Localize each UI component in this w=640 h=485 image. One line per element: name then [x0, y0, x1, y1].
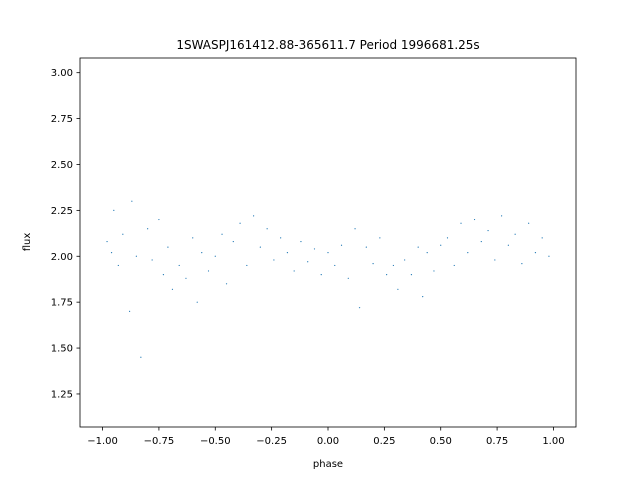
data-point	[541, 237, 543, 239]
data-point	[122, 233, 124, 235]
data-point	[214, 255, 216, 257]
data-point	[273, 259, 275, 261]
data-point	[110, 251, 113, 254]
data-point	[494, 259, 496, 261]
data-point	[358, 307, 361, 309]
x-tick-label: −0.25	[256, 436, 287, 447]
data-point	[117, 264, 119, 267]
y-tick-label: 1.75	[51, 298, 73, 309]
y-tick-label: 2.75	[51, 114, 73, 125]
data-point	[392, 264, 394, 267]
data-point	[178, 264, 180, 267]
y-axis-ticks: 1.25 1.50 1.75 2.00 2.25 2.50 2.75 3.00	[51, 68, 80, 400]
data-point	[534, 251, 537, 254]
chart-title: 1SWASPJ161412.88-365611.7 Period 1996681…	[176, 38, 479, 52]
data-point	[201, 251, 203, 254]
x-tick-label: −0.75	[144, 436, 175, 447]
y-tick-label: 1.50	[51, 344, 73, 355]
data-point	[417, 246, 419, 248]
data-point	[397, 288, 399, 290]
data-point	[232, 240, 234, 243]
x-axis-label: phase	[313, 459, 343, 470]
data-point	[131, 200, 133, 202]
data-point	[521, 263, 523, 265]
data-point	[410, 274, 413, 276]
data-point	[340, 244, 343, 246]
data-point	[487, 229, 489, 232]
data-point	[433, 270, 435, 272]
data-point	[426, 251, 428, 254]
y-tick-label: 2.25	[51, 206, 73, 217]
data-point	[313, 248, 316, 250]
data-point	[473, 218, 476, 221]
data-point	[147, 228, 149, 230]
data-point	[460, 222, 462, 224]
points-layer	[106, 200, 550, 358]
data-point	[151, 259, 153, 261]
data-point	[300, 240, 302, 243]
data-point	[225, 283, 228, 285]
data-point	[221, 233, 223, 235]
data-point	[507, 244, 509, 246]
data-point	[386, 274, 388, 276]
y-axis-label: flux	[22, 233, 33, 252]
data-point	[207, 270, 210, 272]
data-point	[320, 274, 322, 276]
data-point	[440, 244, 442, 246]
data-point	[167, 246, 169, 248]
x-tick-label: 0.50	[430, 436, 452, 447]
data-point	[286, 251, 289, 254]
data-point	[185, 277, 187, 279]
data-point	[446, 237, 449, 239]
data-point	[334, 264, 336, 267]
data-point	[196, 301, 198, 303]
data-point	[514, 233, 516, 235]
data-point	[106, 240, 108, 243]
data-point	[501, 215, 503, 217]
x-tick-label: 0.75	[486, 436, 508, 447]
data-point	[253, 215, 255, 217]
data-point	[548, 255, 550, 257]
data-point	[327, 251, 329, 254]
data-point	[480, 240, 482, 243]
data-point	[365, 246, 367, 248]
data-point	[239, 222, 241, 224]
data-point	[354, 228, 356, 230]
x-tick-label: −0.50	[200, 436, 231, 447]
x-tick-label: −1.00	[87, 436, 118, 447]
data-point	[453, 264, 455, 267]
data-point	[140, 356, 142, 358]
data-point	[379, 237, 381, 239]
y-tick-label: 3.00	[51, 68, 73, 79]
y-tick-label: 2.00	[51, 252, 73, 263]
data-point	[171, 288, 174, 290]
x-axis-ticks: −1.00 −0.75 −0.50 −0.25 0.00 0.25 0.50 0.75 1.00	[87, 427, 565, 447]
y-tick-label: 1.25	[51, 389, 73, 400]
data-point	[192, 237, 194, 239]
data-point	[347, 277, 349, 279]
data-point	[158, 218, 160, 221]
y-tick-label: 2.50	[51, 160, 73, 171]
data-point	[113, 209, 115, 211]
data-point	[467, 251, 469, 254]
data-point	[422, 296, 424, 298]
data-point	[280, 237, 282, 239]
data-point	[246, 264, 248, 267]
data-point	[129, 310, 131, 312]
x-tick-label: 0.00	[317, 436, 339, 447]
data-point	[135, 255, 137, 257]
data-point	[266, 228, 268, 230]
x-tick-label: 1.00	[542, 436, 564, 447]
data-point	[162, 274, 165, 276]
data-point	[528, 222, 530, 224]
data-point	[404, 259, 406, 261]
data-point	[372, 263, 374, 265]
data-point	[259, 246, 261, 248]
data-point	[307, 261, 309, 263]
x-tick-label: 0.25	[373, 436, 395, 447]
data-point	[293, 270, 295, 272]
